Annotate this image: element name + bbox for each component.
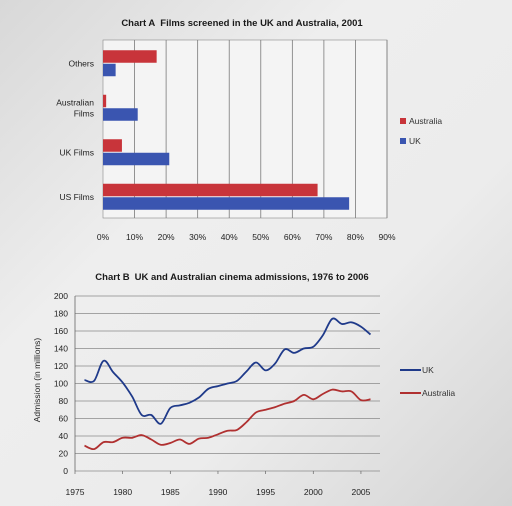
- chart-a-category-label-line: Films: [74, 108, 94, 118]
- chart-a-legend-label: UK: [409, 136, 421, 146]
- chart-a-bar-australia: [103, 183, 318, 197]
- chart-a-bar-australia: [103, 50, 157, 63]
- chart-b-y-tick-label: 100: [54, 379, 68, 389]
- chart-a-bar-australia: [103, 139, 122, 152]
- chart-b-y-tick-label: 0: [63, 466, 68, 476]
- chart-a-bar-uk: [103, 108, 138, 121]
- chart-b-x-tick-label: 2000: [304, 487, 323, 497]
- chart-a-title-main: Films screened in the UK and Australia, …: [160, 18, 363, 29]
- chart-b-line-uk: [84, 317, 372, 425]
- chart-a-tick-label: 40%: [221, 232, 238, 242]
- chart-a-category-label-line: Australian: [56, 97, 94, 107]
- chart-b-y-tick-label: 200: [54, 291, 68, 301]
- chart-b-y-tick-label: 20: [59, 449, 69, 459]
- chart-a-category-label: US Films: [60, 192, 94, 202]
- chart-b-y-tick-label: 180: [54, 309, 68, 319]
- chart-a-tick-label: 20%: [158, 232, 175, 242]
- chart-b-title: Chart B UK and Australian cinema admissio…: [95, 272, 368, 283]
- chart-a-tick-label: 0%: [97, 232, 110, 242]
- chart-a-category-label-line: UK Films: [60, 147, 94, 157]
- chart-a-tick-label: 70%: [315, 232, 332, 242]
- chart-a-tick-label: 80%: [347, 232, 364, 242]
- chart-b-y-tick-label: 80: [59, 396, 69, 406]
- chart-b-y-tick-label: 60: [59, 414, 69, 424]
- chart-a-category-label-line: Others: [68, 58, 94, 68]
- chart-a-legend-label: Australia: [409, 116, 442, 126]
- chart-a-bar-uk: [103, 152, 170, 166]
- chart-a-legend-swatch: [400, 138, 406, 144]
- chart-a-category-label-line: US Films: [60, 192, 94, 202]
- chart-a-bar-uk: [103, 63, 116, 77]
- chart-b-y-tick-label: 40: [59, 431, 69, 441]
- chart-a-tick-label: 10%: [126, 232, 143, 242]
- chart-b-y-tick-label: 120: [54, 361, 68, 371]
- chart-b-legend-label: Australia: [422, 388, 455, 398]
- chart-a-tick-label: 30%: [189, 232, 206, 242]
- chart-a: Chart A Films screened in the UK and Aust…: [56, 18, 442, 242]
- chart-a-category-label: UK Films: [60, 147, 94, 157]
- chart-b-line-australia: [84, 388, 371, 451]
- chart-b-x-tick-label: 1980: [113, 487, 132, 497]
- chart-b-x-tick-label: 1985: [161, 487, 180, 497]
- chart-b-title-main: UK and Australian cinema admissions, 197…: [135, 272, 369, 283]
- chart-b-x-tick-label: 1990: [209, 487, 228, 497]
- chart-a-category-label: Australian Films: [56, 97, 94, 118]
- chart-a-title-prefix: Chart A: [121, 18, 155, 29]
- chart-a-legend-swatch: [400, 118, 406, 124]
- chart-a-tick-label: 50%: [252, 232, 269, 242]
- chart-a-bar-australia: [103, 94, 107, 108]
- chart-a-tick-label: 60%: [284, 232, 301, 242]
- chart-a-bar-uk: [103, 197, 350, 210]
- chart-b-legend-label: UK: [422, 365, 434, 375]
- chart-a-tick-label: 90%: [378, 232, 395, 242]
- chart-b-y-tick-label: 160: [54, 326, 68, 336]
- chart-a-category-label: Others: [68, 58, 94, 68]
- chart-b-x-tick-label: 2005: [351, 487, 370, 497]
- chart-b-ylabel: Admission (in millions): [32, 338, 42, 423]
- chart-b-y-tick-label: 140: [54, 344, 68, 354]
- chart-b-title-prefix: Chart B: [95, 272, 129, 283]
- chart-a-title: Chart A Films screened in the UK and Aust…: [121, 18, 363, 29]
- chart-b-x-tick-label: 1975: [66, 487, 85, 497]
- chart-b-x-tick-label: 1995: [256, 487, 275, 497]
